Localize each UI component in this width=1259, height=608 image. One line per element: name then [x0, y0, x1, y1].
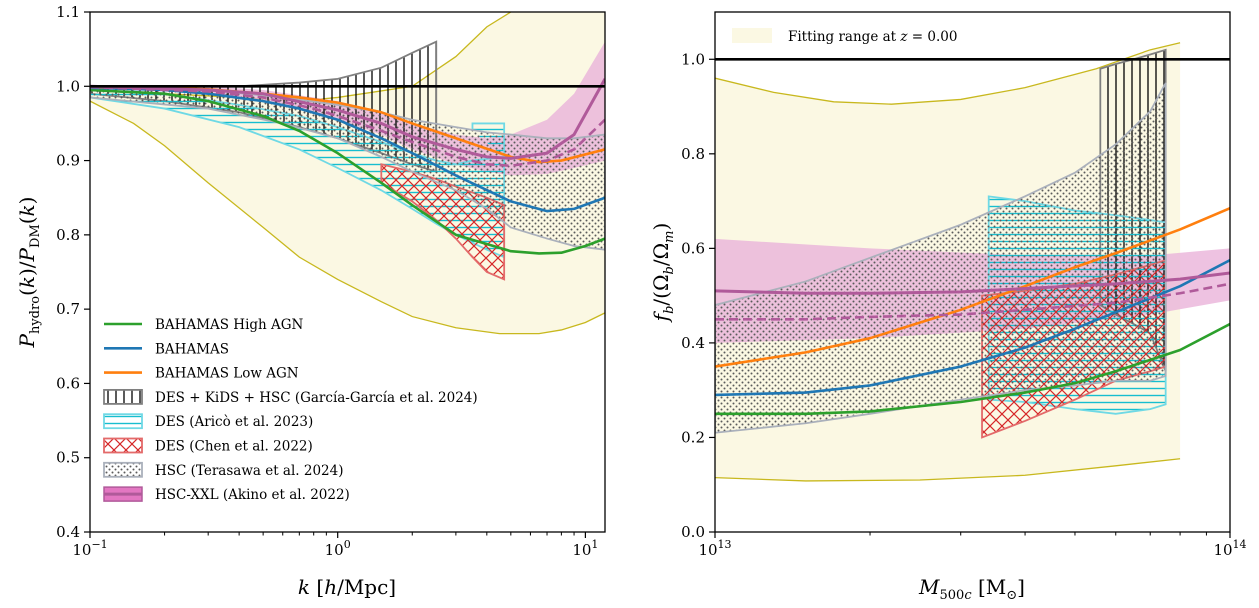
right-fitting-range-lower-edge — [715, 458, 1181, 482]
right-legend: Fitting range at z = 0.00 — [732, 28, 957, 45]
legend-swatch-hsc-terasawa-et-al-2024 — [103, 461, 143, 478]
left-panel: 0.4 0.5 0.6 0.7 0.8 0.9 1.0 1.1 10−1 100 101 k [h/… — [15, 3, 606, 599]
legend-swatch-des-aric-et-al-2023 — [103, 413, 143, 430]
left-xtick-label: 101 — [572, 538, 598, 559]
left-line-hsc-xxl-mean — [90, 78, 605, 160]
right-y-axis-label: fb/(Ωb/Ωm) — [649, 223, 677, 324]
left-ytick-label: 0.5 — [56, 449, 80, 467]
left-ytick-label: 0.9 — [56, 152, 80, 170]
legend-swatch-des-kids-hsc-garc-a-garc-a-et-al-2024 — [103, 388, 143, 405]
left-legend: BAHAMAS High AGN BAHAMAS BAHAMAS Low AGN DE… — [103, 317, 478, 503]
left-ytick-label: 1.0 — [56, 77, 80, 95]
right-plot-area — [715, 42, 1230, 482]
left-ytick-label: 1.1 — [56, 3, 80, 21]
legend-label: BAHAMAS High AGN — [155, 317, 304, 333]
left-fitting-range-lower-edge — [90, 100, 605, 335]
left-line-hsc-xxl-dashed — [90, 85, 605, 168]
right-line-bahamas — [715, 259, 1230, 397]
right-line-hsc-xxl-dashed — [715, 282, 1230, 321]
left-ytick-label: 0.8 — [56, 226, 80, 244]
legend-label: DES + KiDS + HSC (García-García et al. 2… — [155, 390, 478, 406]
left-ytick-label: 0.6 — [56, 374, 80, 392]
right-line-hsc-xxl-mean — [715, 271, 1230, 295]
right-ytick-label: 1.0 — [681, 50, 705, 68]
right-xtick-label: 1014 — [1213, 538, 1246, 559]
left-ticks: 0.4 0.5 0.6 0.7 0.8 0.9 1.0 1.1 10−1 100 101 — [56, 3, 598, 559]
legend-label: HSC (Terasawa et al. 2024) — [155, 463, 344, 479]
right-ytick-label: 0.4 — [681, 334, 705, 352]
right-xtick-label: 1013 — [698, 538, 731, 559]
left-ytick-label: 0.7 — [56, 300, 80, 318]
legend-swatch-des-chen-et-al-2022 — [103, 437, 143, 454]
right-ytick-label: 0.0 — [681, 523, 705, 541]
legend-label: DES (Chen et al. 2022) — [155, 439, 313, 455]
legend-swatch-fitting-range — [732, 28, 772, 43]
legend-label: BAHAMAS Low AGN — [155, 366, 299, 382]
left-line-bahamas-high-agn — [90, 88, 605, 255]
right-ytick-label: 0.6 — [681, 239, 705, 257]
right-ytick-label: 0.2 — [681, 428, 705, 446]
legend-label: HSC-XXL (Akino et al. 2022) — [155, 487, 350, 503]
left-ytick-label: 0.4 — [56, 523, 80, 541]
right-axes-frame — [714, 11, 1231, 533]
right-fitting-range-upper-edge — [715, 42, 1181, 105]
left-y-axis-label: Phydro(k)/PDM(k) — [15, 197, 43, 349]
legend-label: BAHAMAS — [155, 341, 229, 357]
right-line-bahamas-high-agn — [715, 322, 1230, 416]
left-xtick-label: 10−1 — [72, 538, 107, 559]
left-axes-frame — [89, 11, 606, 533]
left-xtick-label: 100 — [325, 538, 351, 559]
right-band-hsc-terasawa-et-al-2024 — [715, 82, 1167, 434]
right-panel: 0.0 0.2 0.4 0.6 0.8 1.0 1013 1014 M500c [M⊙] fb… — [649, 11, 1247, 603]
right-x-axis-label: M500c [M⊙] — [918, 575, 1025, 603]
right-line-bahamas-low-agn — [715, 206, 1230, 368]
right-ticks: 0.0 0.2 0.4 0.6 0.8 1.0 1013 1014 — [681, 50, 1246, 559]
left-x-axis-label: k [h/Mpc] — [298, 575, 396, 599]
legend-label: DES (Aricò et al. 2023) — [155, 414, 313, 430]
right-ytick-label: 0.8 — [681, 145, 705, 163]
legend-label-fitting-range: Fitting range at z = 0.00 — [788, 29, 957, 45]
left-plot-area — [90, 12, 605, 335]
left-line-bahamas — [90, 86, 605, 213]
